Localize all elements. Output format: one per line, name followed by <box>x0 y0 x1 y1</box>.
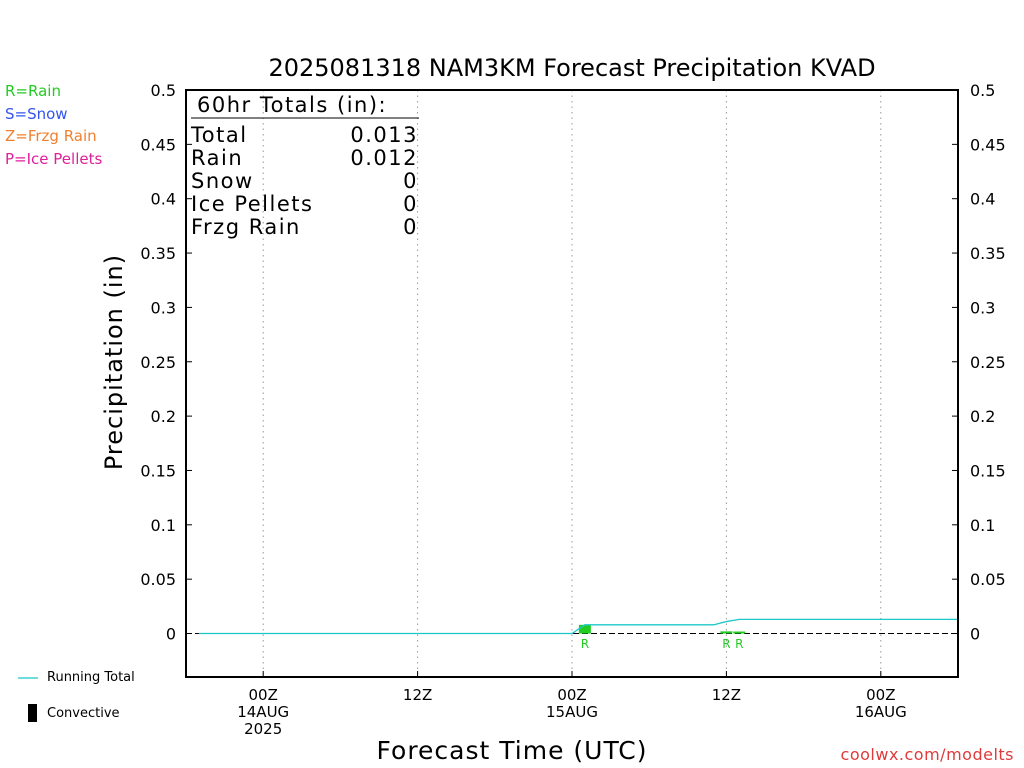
y-tick-label-right: 0.45 <box>970 135 1006 154</box>
totals-box: 60hr Totals (in): Total 0.013 Rain 0.012 Snow… <box>190 93 419 239</box>
precip-type-label: R <box>722 637 730 651</box>
x-tick-label: 14AUG <box>237 703 289 721</box>
totals-row-value: 0.013 <box>350 123 418 147</box>
precip-bar <box>578 624 591 634</box>
precip-type-label: R <box>581 637 589 651</box>
x-tick-label: 16AUG <box>855 703 907 721</box>
y-tick-label-right: 0.35 <box>970 244 1006 263</box>
x-tick-label: 12Z <box>403 686 432 704</box>
running-total-line <box>198 618 958 635</box>
y-tick-label-left: 0.3 <box>151 298 176 317</box>
x-tick-label: 00Z <box>866 686 895 704</box>
y-axis-label: Precipitation (in) <box>100 254 128 470</box>
x-tick-label: 2025 <box>244 720 282 738</box>
y-tick-label-left: 0.05 <box>140 570 176 589</box>
y-tick-label-left: 0.35 <box>140 244 176 263</box>
x-tick-label: 00Z <box>557 686 586 704</box>
grid-lines <box>262 90 882 677</box>
y-tick-label-right: 0.2 <box>970 407 995 426</box>
y-tick-label-right: 0 <box>970 625 980 644</box>
x-tick-label: 12Z <box>712 686 741 704</box>
y-tick-label-right: 0.25 <box>970 353 1006 372</box>
precip-bar <box>720 631 733 634</box>
y-tick-label-left: 0.2 <box>151 407 176 426</box>
totals-row-label: Ice Pellets <box>191 192 313 216</box>
totals-row-value: 0.012 <box>350 146 418 170</box>
precip-type-legend-item: Z=Frzg Rain <box>5 127 97 145</box>
y-tick-label-right: 0.05 <box>970 570 1006 589</box>
totals-row-value: 0 <box>403 192 418 216</box>
y-tick-label-right: 0.1 <box>970 516 995 535</box>
y-axis: 0 00.05 0.050.1 0.10.15 0.150.2 0.20.25 0.250.… <box>140 81 1005 644</box>
convective-legend-swatch <box>28 704 37 722</box>
precip-type-legend-item: R=Rain <box>5 82 61 100</box>
y-tick-label-right: 0.5 <box>970 81 995 100</box>
precip-type-legend-item: S=Snow <box>5 104 68 123</box>
precip-bar <box>733 631 746 634</box>
totals-heading: 60hr Totals (in): <box>197 93 387 117</box>
y-tick-label-right: 0.15 <box>970 461 1006 480</box>
y-tick-label-left: 0.45 <box>140 135 176 154</box>
totals-row-label: Snow <box>191 169 254 193</box>
totals-row-label: Frzg Rain <box>191 215 301 239</box>
convective-legend-label: Convective <box>47 706 120 721</box>
totals-row-value: 0 <box>403 169 418 193</box>
y-tick-label-left: 0.4 <box>151 190 176 209</box>
source-credit: coolwx.com/modelts <box>840 745 1014 764</box>
x-tick-label: 00Z <box>249 686 278 704</box>
y-tick-label-left: 0 <box>166 625 176 644</box>
chart-title: 2025081318 NAM3KM Forecast Precipitation… <box>268 54 875 82</box>
x-axis-label: Forecast Time (UTC) <box>377 736 648 765</box>
y-tick-label-right: 0.3 <box>970 298 995 317</box>
y-tick-label-right: 0.4 <box>970 190 995 209</box>
y-tick-label-left: 0.1 <box>151 516 176 535</box>
y-tick-label-left: 0.15 <box>140 461 176 480</box>
precip-type-label: R <box>735 637 743 651</box>
totals-row-value: 0 <box>403 215 418 239</box>
precip-type-legend-item: P=Ice Pellets <box>5 149 103 168</box>
x-tick-label: 15AUG <box>546 703 598 721</box>
y-tick-label-left: 0.25 <box>140 353 176 372</box>
running-total-legend-label: Running Total <box>47 670 135 685</box>
totals-row-label: Rain <box>191 146 243 170</box>
y-tick-label-left: 0.5 <box>151 81 176 100</box>
totals-row-label: Total <box>190 123 248 147</box>
